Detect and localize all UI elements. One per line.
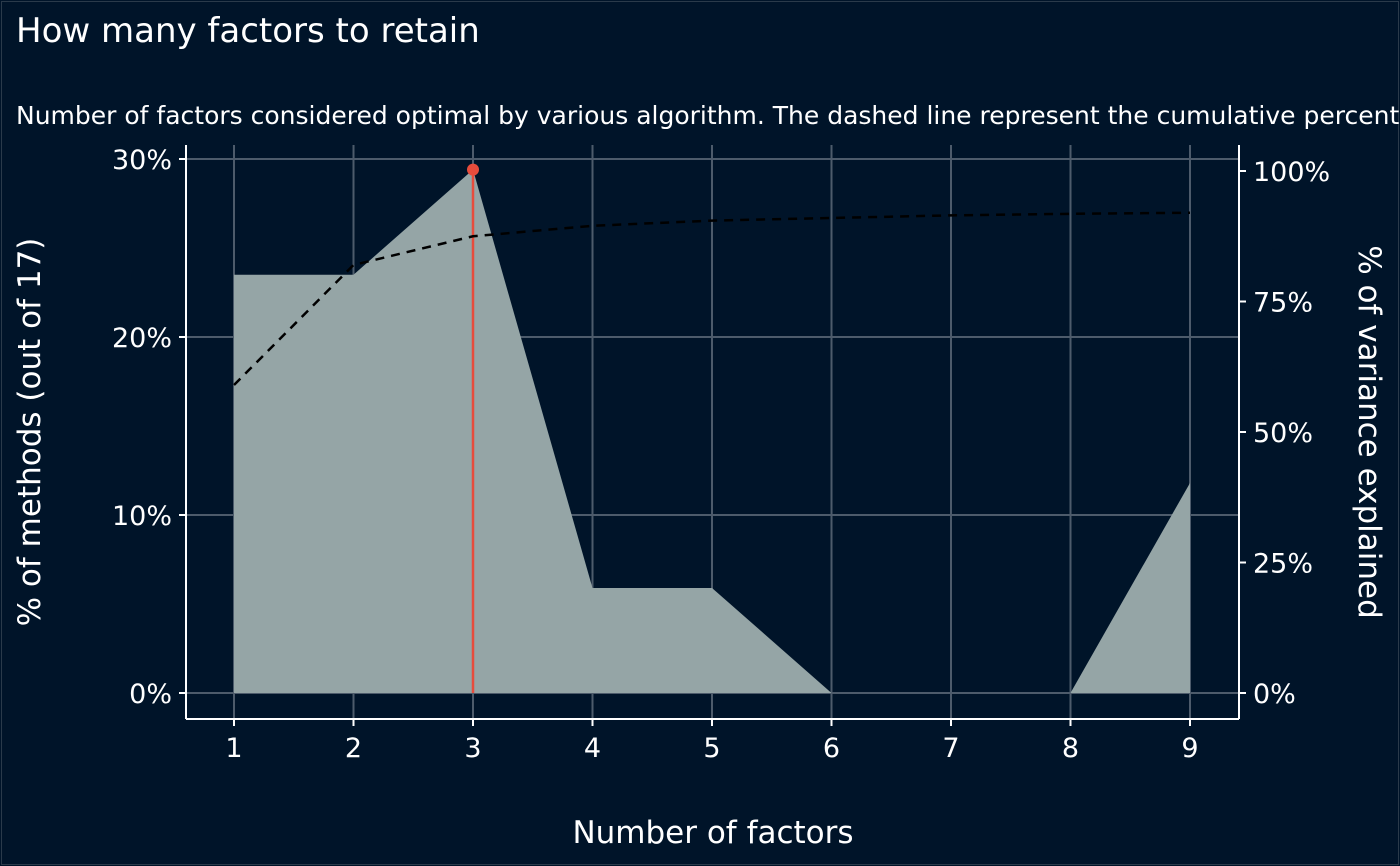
y2-tick-label: 0% xyxy=(1253,679,1296,710)
y2-tick-label: 25% xyxy=(1253,549,1313,580)
y2-tick-label: 75% xyxy=(1253,288,1313,319)
x-tick-label: 4 xyxy=(584,733,601,764)
y-tick-label: 10% xyxy=(112,501,172,532)
y2-tick-label: 50% xyxy=(1253,418,1313,449)
variance-line-layer xyxy=(233,211,1191,386)
x-tick-label: 7 xyxy=(942,733,959,764)
axes xyxy=(179,145,1246,726)
x-tick-label: 1 xyxy=(225,733,242,764)
y-tick-label: 20% xyxy=(112,323,172,354)
x-tick-label: 3 xyxy=(464,733,481,764)
y2-axis-title: % of variance explained xyxy=(1351,245,1387,619)
chart-title: How many factors to retain xyxy=(16,11,480,51)
highlight-layer xyxy=(467,163,479,693)
optimal-factor-point xyxy=(467,163,479,176)
cumulative-variance-line xyxy=(233,211,1191,386)
chart-subtitle: Number of factors considered optimal by … xyxy=(16,101,1400,130)
x-tick-label: 5 xyxy=(703,733,720,764)
x-tick-label: 6 xyxy=(823,733,840,764)
y-tick-label: 0% xyxy=(129,679,172,710)
y-tick-label: 30% xyxy=(112,145,172,176)
y-axis-title: % of methods (out of 17) xyxy=(12,238,48,627)
x-axis-title: Number of factors xyxy=(572,815,853,851)
tick-labels: 1 2 3 4 5 6 7 8 9 0% 10% 20% 30% 0% 25% 50% 75% 100% xyxy=(112,145,1330,764)
y2-tick-label: 100% xyxy=(1253,157,1330,188)
x-tick-label: 8 xyxy=(1062,733,1079,764)
x-tick-label: 2 xyxy=(345,733,362,764)
x-tick-label: 9 xyxy=(1181,733,1198,764)
